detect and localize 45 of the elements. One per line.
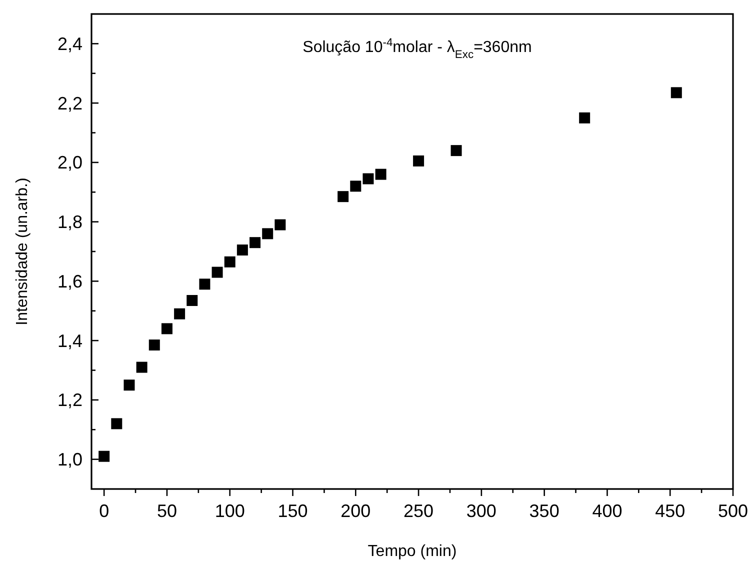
x-tick-label: 250 [404,501,434,521]
point [236,244,248,256]
point [212,266,223,278]
x-axis-title: Tempo (min) [368,543,457,560]
point [111,418,122,430]
point [350,180,362,192]
y-tick-label: 2,0 [57,152,82,173]
point [579,112,590,124]
point [174,308,186,320]
x-tick-label: 400 [592,501,622,521]
point [98,450,110,462]
y-tick-label: 2,4 [57,34,82,54]
y-tick-label: 1,0 [57,450,82,470]
point [250,237,261,248]
point [124,380,135,391]
point [338,191,349,202]
point [450,145,462,156]
y-tick-label: 1,4 [57,330,82,351]
point [375,168,386,180]
x-tick-label: 450 [655,501,686,521]
y-tick-label: 1,8 [57,212,82,232]
x-tick-label: 100 [214,501,245,521]
x-tick-label: 0 [99,501,110,521]
point [274,219,286,230]
y-axis-title: Intensidade (un.arb.) [14,178,31,326]
point [136,362,148,373]
point [224,256,236,268]
x-tick-label: 150 [278,501,308,521]
x-tick-label: 300 [466,501,496,521]
point [148,340,160,351]
x-tick-label: 500 [718,501,748,521]
y-tick-label: 2,2 [57,93,82,114]
y-tick-label: 1,6 [57,271,82,292]
point [262,228,274,240]
x-tick-label: 350 [529,501,560,521]
point [186,294,198,306]
x-tick-label: 200 [340,501,371,521]
point [199,278,210,290]
y-tick-label: 1,2 [57,390,82,410]
point [161,323,172,334]
point [670,87,682,98]
point [413,155,424,166]
x-tick-label: 50 [156,501,177,521]
point [362,173,374,184]
annotation: Solução 10$^{-4}$molar - λ$_{Exc}$=360nm [302,37,532,61]
